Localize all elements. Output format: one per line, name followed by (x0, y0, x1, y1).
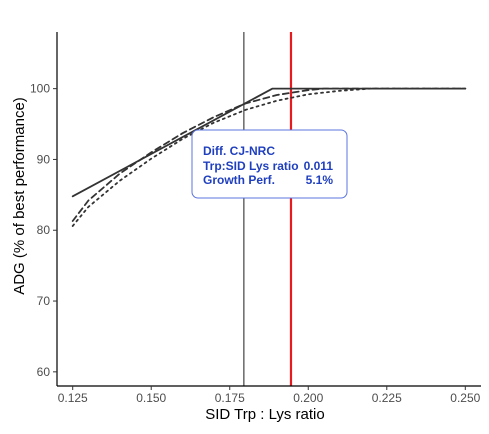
axes (56, 32, 481, 387)
x-tick-label: 0.175 (215, 391, 245, 405)
y-tick-label: 90 (37, 152, 51, 166)
y-axis-title: ADG (% of best performance) (11, 97, 28, 295)
annotation-row-2-value: 5.1% (306, 173, 334, 187)
series-layer (71, 87, 467, 227)
reference-lines (243, 32, 293, 386)
annotation-row-1-label: Trp:SID Lys ratio (203, 159, 299, 173)
y-tick-label: 100 (30, 82, 50, 96)
series-line-dashed (71, 87, 467, 222)
x-tick-label: 0.250 (450, 391, 480, 405)
annotation-row-1-value: 0.011 (304, 159, 334, 173)
annotation-box: Diff. CJ-NRC Trp:SID Lys ratio 0.011 Gro… (191, 129, 348, 199)
y-tick-label: 80 (37, 223, 51, 237)
y-tick-label: 60 (37, 365, 51, 379)
x-tick-label: 0.125 (58, 391, 88, 405)
x-axis-title: SID Trp : Lys ratio (205, 406, 324, 423)
x-tick-label: 0.200 (293, 391, 323, 405)
x-tick-label: 0.225 (372, 391, 402, 405)
series-line-dotted (71, 87, 467, 227)
annotation-frame (191, 129, 348, 199)
ticks: 0.125 0.150 0.175 0.200 0.225 0.250 60 70 80 90 10… (30, 82, 481, 405)
annotation-row-2-label: Growth Perf. (203, 173, 275, 187)
x-tick-label: 0.150 (136, 391, 166, 405)
y-tick-label: 70 (37, 294, 51, 308)
annotation-title: Diff. CJ-NRC (203, 144, 275, 158)
